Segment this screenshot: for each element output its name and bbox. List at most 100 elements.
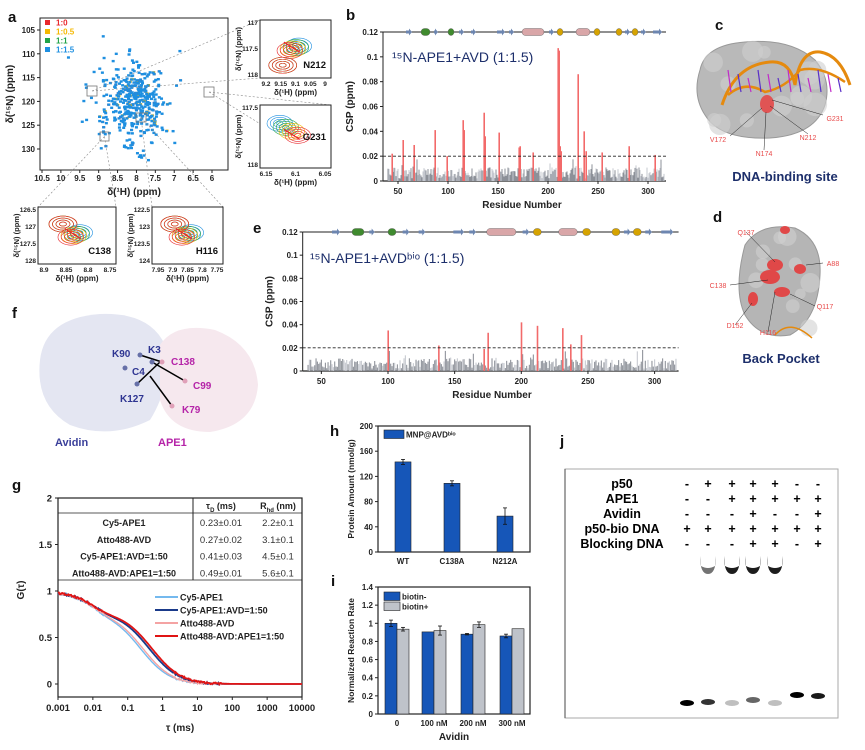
y-tick-label: 0.04: [282, 321, 298, 330]
csp-bar: [516, 359, 518, 371]
x-tick-label: N212A: [493, 557, 518, 566]
csp-bar: [416, 361, 418, 371]
csp-bar: [314, 365, 316, 371]
y-tick-label: 2: [47, 494, 52, 505]
peak-contour: [281, 125, 302, 138]
csp-bar: [580, 167, 582, 181]
nmr-peak: [129, 71, 133, 75]
nmr-peak: [138, 114, 142, 117]
csp-bar: [578, 364, 580, 371]
legend-swatch: [383, 591, 401, 601]
nmr-peak: [114, 83, 118, 87]
csp-bar: [607, 367, 609, 371]
nmr-peak: [134, 102, 138, 105]
panel-label-g: g: [12, 477, 21, 494]
x-tick-label: 1: [160, 703, 166, 714]
nmr-peak: [138, 64, 142, 67]
residue-pointer: [729, 107, 763, 137]
csp-bar: [472, 353, 474, 371]
bar: [384, 622, 398, 715]
csp-bar-highlighted: [483, 348, 485, 371]
nmr-peak: [155, 110, 159, 113]
y-tick-label: 0: [293, 367, 298, 376]
csp-bar-highlighted: [484, 136, 486, 181]
x-axis-label: τ (ms): [166, 723, 194, 734]
residue-label: G231: [826, 116, 843, 123]
alpha-helix: [486, 228, 517, 236]
csp-bar: [474, 365, 476, 371]
csp-bar: [579, 363, 581, 371]
csp-bar: [438, 177, 440, 181]
avidin-surface: [39, 313, 167, 432]
csp-bar: [502, 174, 504, 181]
table-row-name: Atto488-AVD: [97, 535, 152, 545]
nmr-peaks: [66, 35, 183, 162]
csp-bar: [611, 359, 613, 371]
csp-bar: [383, 363, 385, 371]
csp-bar: [433, 167, 435, 181]
nmr-peak: [128, 48, 132, 51]
y-tick-label: 0.12: [362, 28, 378, 37]
residue-label: A88: [827, 261, 840, 268]
nmr-peak: [101, 120, 105, 124]
alpha-helix: [558, 228, 578, 236]
peak-contour: [57, 228, 84, 246]
residue-label: H116: [760, 330, 776, 337]
x-tick-label: 50: [317, 377, 326, 386]
csp-bar-highlighted: [463, 130, 465, 181]
nmr-peak: [175, 84, 179, 87]
nmr-peak: [131, 141, 135, 145]
csp-bar: [659, 167, 661, 181]
bar: [421, 631, 435, 715]
nmr-peak: [127, 92, 131, 95]
nmr-peak: [146, 114, 150, 117]
peak-contour: [168, 228, 195, 246]
legend-label: 1:1: [56, 37, 68, 46]
csp-bar: [487, 168, 489, 181]
nmr-peak: [148, 101, 152, 105]
nmr-peak: [137, 100, 141, 104]
nmr-peak: [137, 155, 141, 158]
ape1-residue-label: C99: [193, 381, 212, 392]
csp-bar: [581, 171, 583, 181]
nmr-peak: [140, 92, 144, 95]
csp-bar: [372, 365, 374, 371]
csp-bar: [656, 169, 658, 181]
csp-bar: [439, 362, 441, 371]
nmr-peak: [115, 94, 119, 97]
nmr-peak: [126, 83, 130, 86]
csp-bar: [355, 362, 357, 371]
y-axis-label: δ(¹⁵N) (ppm): [234, 114, 243, 158]
csp-bar: [560, 360, 562, 371]
csp-bar: [443, 361, 445, 371]
csp-bar: [307, 364, 309, 371]
nmr-peak: [134, 92, 138, 95]
csp-bar: [611, 176, 613, 181]
csp-bar: [590, 363, 592, 371]
dna-base: [737, 73, 742, 93]
nmr-peak: [105, 78, 109, 82]
shifted-band: [700, 556, 716, 574]
y-tick-label: 125: [22, 121, 36, 130]
csp-bar: [410, 362, 412, 371]
pocket-residue-highlight: [767, 259, 783, 271]
nmr-peak: [141, 89, 145, 92]
residue-label: D152: [727, 323, 744, 330]
csp-bar-highlighted: [498, 132, 500, 181]
nmr-peak: [147, 111, 151, 115]
nmr-peak: [144, 89, 148, 93]
csp-bar: [643, 176, 645, 181]
x-tick-label: 1000: [257, 703, 278, 714]
panel-b-csp-chart: 0 0.02 0.04 0.06 0.08 0.1 0.12 50 100 150 200 250 30…: [345, 28, 666, 211]
table-row-name: Atto488-AVD:APE1=1:50: [72, 568, 176, 578]
avidin-residue-label: K127: [120, 394, 144, 405]
nmr-peak: [157, 110, 161, 114]
csp-bar: [488, 167, 490, 181]
y-tick-label: 0.12: [282, 228, 298, 237]
shifted-band: [745, 556, 761, 574]
csp-bar: [459, 360, 461, 371]
nmr-peak: [132, 116, 136, 119]
peak-contour: [284, 127, 311, 144]
legend-swatch: [45, 38, 50, 43]
